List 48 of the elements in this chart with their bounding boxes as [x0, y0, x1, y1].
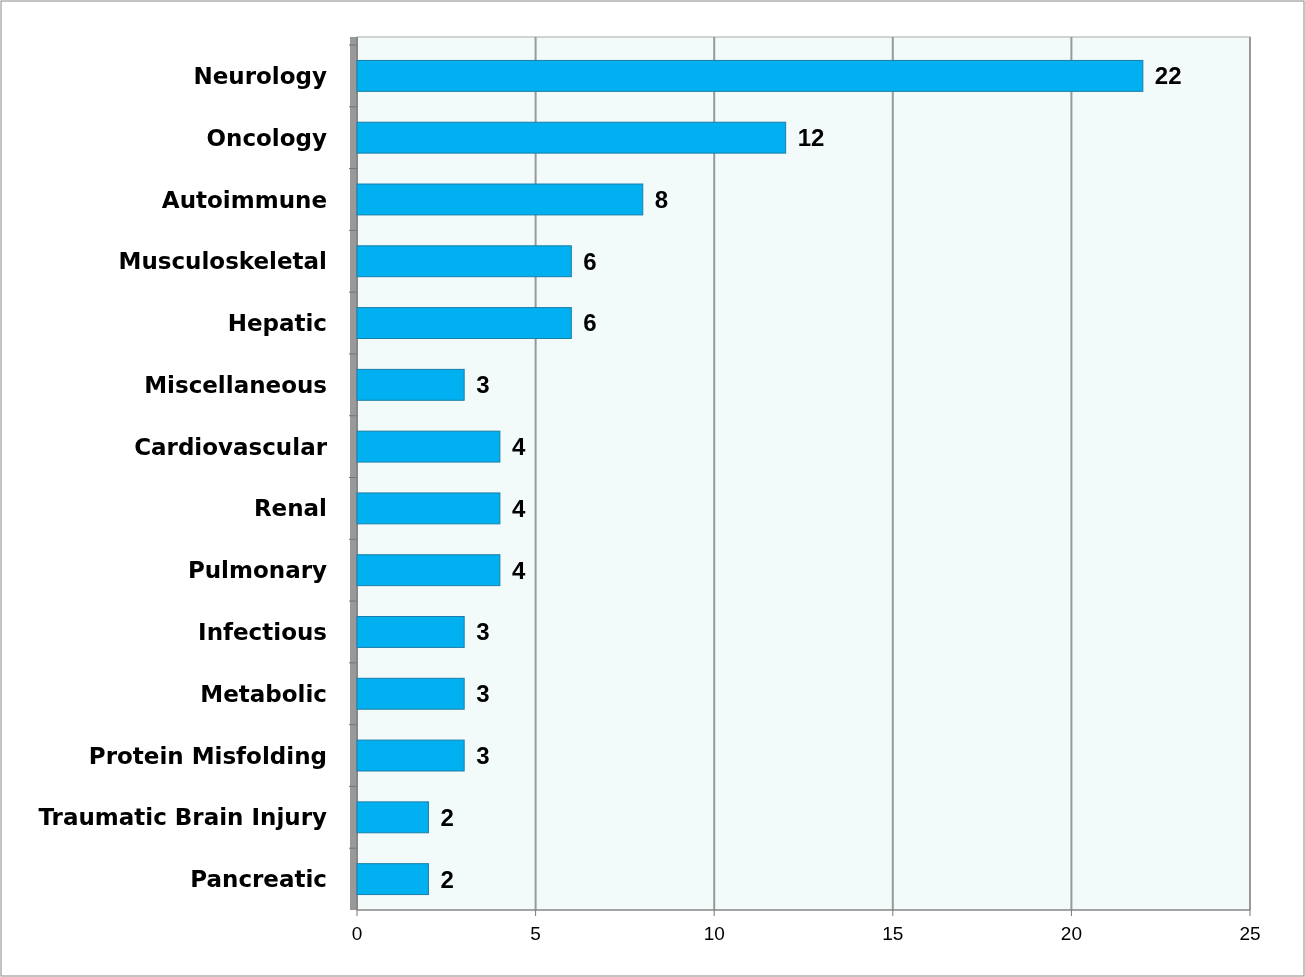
x-tick-label: 0: [351, 923, 363, 944]
bar: [356, 59, 1144, 92]
data-label: 2: [440, 803, 454, 831]
data-label: 4: [511, 494, 526, 522]
bar: [356, 183, 644, 216]
x-tick-label: 20: [1060, 923, 1082, 944]
data-label: 3: [476, 618, 490, 646]
x-tick-label: 5: [530, 923, 541, 944]
bar: [356, 492, 501, 525]
bar: [356, 554, 501, 587]
bar: [356, 368, 465, 401]
bar: [356, 245, 572, 278]
x-tick-label: 15: [882, 923, 904, 944]
data-label: 4: [511, 433, 526, 461]
data-label: 2: [440, 865, 454, 893]
data-label: 4: [511, 556, 526, 584]
y-tick-label: Oncology: [206, 124, 327, 151]
data-label: 3: [476, 371, 490, 399]
y-tick-label: Neurology: [193, 62, 327, 89]
bar: [356, 863, 429, 896]
y-tick-label: Cardiovascular: [134, 433, 328, 460]
bar: [356, 801, 429, 834]
y-tick-label: Metabolic: [200, 680, 327, 707]
bar: [356, 616, 465, 648]
y-tick-label: Musculoskeletal: [118, 248, 327, 275]
x-tick-label: 25: [1239, 923, 1261, 944]
y-tick-label: Traumatic Brain Injury: [38, 804, 327, 831]
y-tick-label: Pancreatic: [190, 866, 327, 893]
x-tick-label: 10: [703, 923, 725, 944]
data-label: 8: [654, 185, 669, 213]
data-label: 12: [797, 124, 825, 152]
y-tick-label: Pulmonary: [187, 557, 327, 584]
y-tick-label: Protein Misfolding: [88, 742, 327, 769]
data-label: 3: [476, 741, 490, 769]
bar: [356, 739, 465, 772]
y-tick-label: Hepatic: [227, 310, 327, 337]
y-tick-label: Renal: [253, 495, 327, 522]
y-tick-label: Infectious: [198, 619, 327, 646]
bar: [356, 677, 465, 710]
y-tick-label: Autoimmune: [161, 186, 327, 213]
data-label: 6: [583, 309, 597, 337]
data-label: 3: [476, 680, 490, 708]
data-label: 6: [583, 247, 597, 275]
bar: [356, 307, 572, 339]
bar: [356, 121, 787, 154]
y-tick-label: Miscellaneous: [144, 371, 327, 398]
bar: [356, 430, 501, 463]
data-label: 22: [1154, 62, 1182, 90]
